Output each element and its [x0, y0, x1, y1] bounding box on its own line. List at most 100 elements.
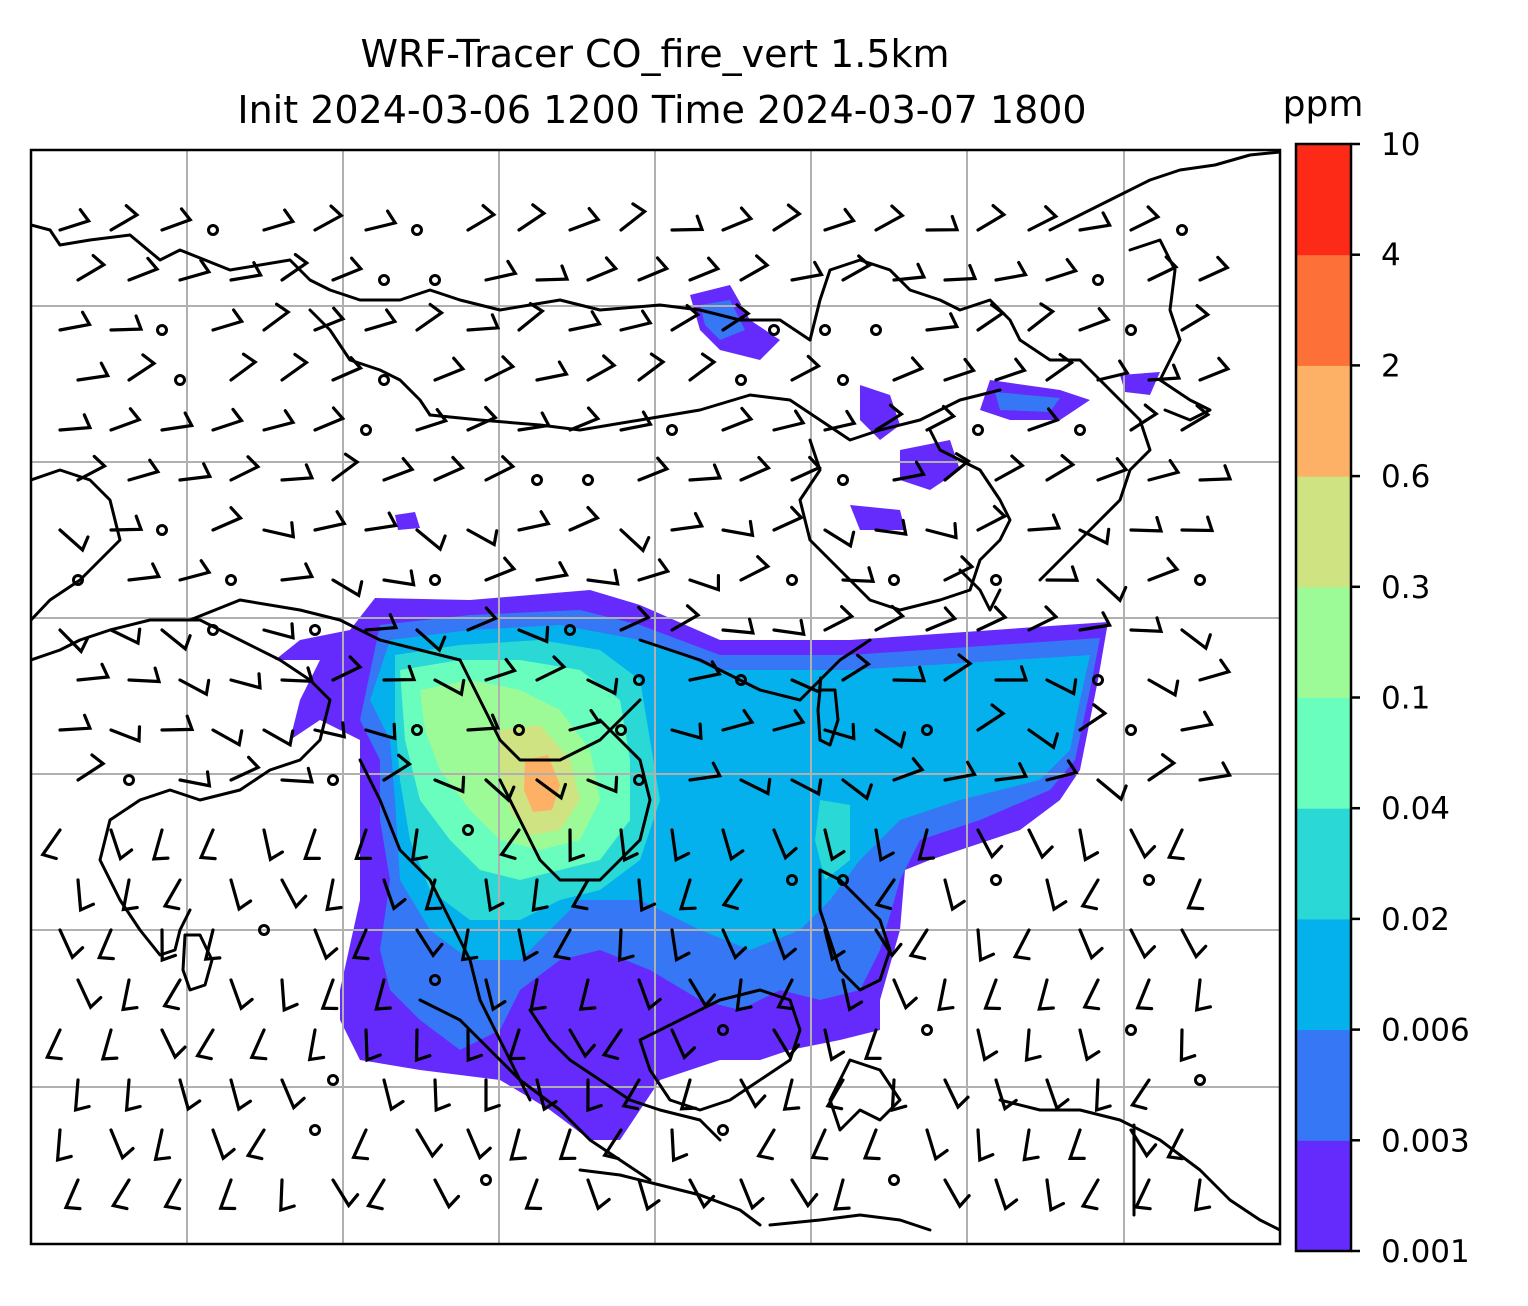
wind-barb [382, 457, 415, 482]
wind-barb [558, 1128, 577, 1161]
wind-barb [721, 878, 743, 911]
wind-barb [943, 760, 977, 782]
wind-barb [772, 709, 806, 732]
wind-barb [280, 666, 315, 683]
calm-wind-marker [411, 224, 423, 236]
wind-barb [364, 308, 398, 332]
calm-wind-marker [225, 574, 237, 586]
wind-barb [365, 1178, 386, 1211]
wind-barb [320, 978, 339, 1011]
wind-barb [1027, 728, 1059, 750]
wind-barb [331, 356, 364, 382]
wind-barb [127, 458, 161, 482]
coast-russia-east [1048, 150, 1280, 232]
calm-wind-marker [429, 274, 441, 286]
wind-barb [535, 264, 570, 282]
wind-barb [195, 1028, 215, 1061]
colorbar-tick-label: 2 [1381, 348, 1401, 384]
wind-barb [925, 522, 958, 540]
wind-barb [917, 828, 935, 861]
wind-barb [1045, 565, 1080, 582]
colorbar-segment-7 [1296, 365, 1351, 477]
wind-barb [178, 559, 212, 582]
wind-barb [127, 666, 162, 684]
calm-wind-marker [717, 1124, 729, 1136]
calm-wind-marker [309, 624, 321, 636]
wind-barb [331, 578, 364, 598]
colorbar-segment-0 [1296, 1140, 1351, 1252]
wind-barb [1147, 678, 1180, 698]
wind-barb [1078, 307, 1111, 332]
wind-barb [772, 203, 803, 232]
wind-barb [198, 828, 217, 861]
calm-wind-marker [564, 624, 576, 636]
wind-barb [619, 828, 639, 863]
wind-barb [994, 762, 1029, 782]
wind-barb [688, 352, 717, 382]
wind-barb [262, 409, 296, 432]
colorbar-tick-label: 0.003 [1381, 1123, 1470, 1159]
wind-barb [568, 310, 602, 332]
wind-barb [127, 256, 160, 282]
map-frame [29, 148, 1282, 1246]
wind-barb [109, 627, 142, 646]
wind-barb [313, 721, 347, 739]
calm-wind-marker [1092, 674, 1104, 686]
wind-barb [1179, 1028, 1197, 1063]
calm-wind-marker [888, 1174, 900, 1186]
wind-barb [823, 409, 857, 432]
wind-barb [586, 256, 619, 282]
wind-barb [151, 828, 170, 861]
wind-barb [739, 254, 770, 282]
wind-barb [382, 664, 417, 682]
wind-barb [890, 1078, 908, 1113]
wind-barb [943, 1178, 971, 1209]
wind-barb [721, 709, 755, 732]
calm-wind-marker [666, 424, 678, 436]
gridlines [31, 150, 1280, 1244]
wind-barb [670, 1128, 689, 1163]
wind-barb [509, 1128, 527, 1161]
calm-wind-marker [837, 474, 849, 486]
wind-barb [721, 406, 754, 432]
calm-wind-marker [480, 1174, 492, 1186]
wind-barb [466, 204, 497, 232]
wind-barb [925, 214, 960, 232]
wind-barb [688, 256, 721, 282]
wind-barb [892, 460, 927, 482]
wind-barb [721, 828, 745, 862]
wind-barb [466, 1028, 483, 1063]
wind-barb [1045, 454, 1076, 482]
wind-barb [823, 605, 855, 632]
wind-barb [466, 313, 501, 332]
wind-barb [976, 928, 995, 963]
wind-barb [484, 259, 518, 282]
wind-barb [76, 454, 108, 482]
wind-barb [1045, 258, 1079, 282]
colorbar-ticks: 0.001 0.003 0.006 0.02 0.04 0.1 0.3 0.6 2 4 10 [1351, 127, 1470, 1270]
coast-india [31, 618, 332, 957]
calm-wind-marker [327, 1074, 339, 1086]
calm-wind-marker [123, 774, 135, 786]
calm-wind-marker [531, 474, 543, 486]
colorbar-tick-label: 0.6 [1381, 459, 1430, 495]
wind-barb [58, 413, 93, 432]
wind-barb [466, 1128, 492, 1161]
wind-barb [535, 778, 567, 801]
wind-barb [160, 928, 177, 963]
wind-barb [313, 306, 346, 332]
wind-barb [76, 878, 95, 913]
wind-barb [303, 828, 321, 860]
calm-wind-marker [1092, 274, 1104, 286]
wind-barb [976, 703, 1006, 732]
wind-barb [229, 455, 261, 482]
wind-barb [619, 410, 653, 432]
coast-borneo [638, 988, 802, 1112]
wind-barb [790, 354, 822, 382]
wind-barb [1193, 1178, 1212, 1212]
wind-barb [1180, 628, 1212, 651]
wind-barb [976, 1128, 995, 1163]
calm-wind-marker [156, 324, 168, 336]
wind-barb [249, 1028, 268, 1061]
